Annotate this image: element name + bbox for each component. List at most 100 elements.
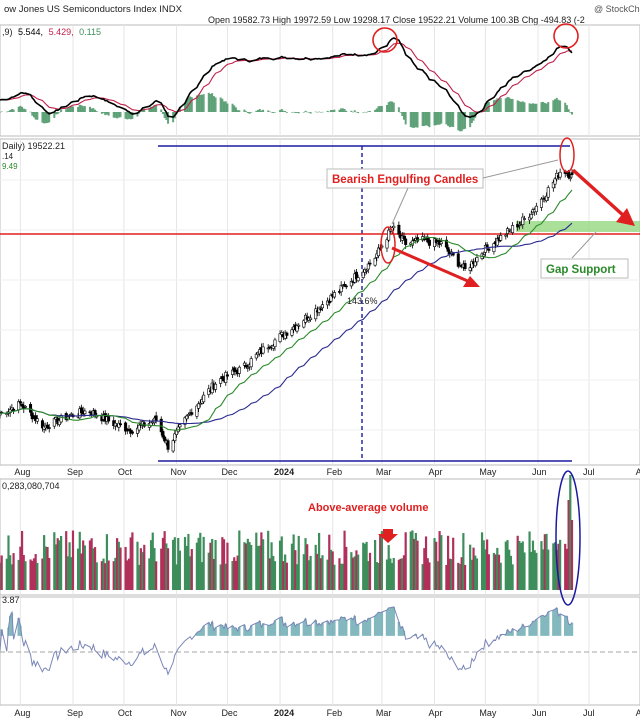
volume-bar bbox=[60, 535, 63, 590]
rsi-line bbox=[0, 606, 573, 676]
macd-hist-bar bbox=[34, 112, 37, 120]
volume-bar bbox=[126, 560, 129, 590]
candle bbox=[202, 394, 206, 403]
candle bbox=[368, 262, 372, 265]
panel-frames bbox=[0, 24, 640, 706]
volume-bar bbox=[226, 542, 229, 590]
macd-hist-bar bbox=[426, 112, 429, 126]
candle bbox=[12, 408, 16, 412]
volume-bar bbox=[552, 543, 555, 590]
volume-annotation: Above-average volume bbox=[308, 502, 428, 514]
macd-hist-bar bbox=[316, 112, 319, 113]
macd-hist-bar bbox=[270, 112, 273, 113]
macd-hist-bar bbox=[112, 112, 115, 118]
volume-bar bbox=[463, 564, 467, 590]
macd-hist-bar bbox=[262, 109, 265, 112]
price-label: Daily) 19522.21 bbox=[2, 141, 65, 151]
volume-bar bbox=[233, 557, 236, 590]
candle bbox=[232, 367, 236, 372]
macd-hist-bar bbox=[7, 111, 10, 112]
macd-hist-bar bbox=[375, 108, 378, 112]
volume-bar bbox=[401, 558, 404, 590]
macd-hist-bar bbox=[533, 103, 536, 112]
macd-hist-bar bbox=[440, 112, 443, 124]
macd-hist-bar bbox=[385, 105, 388, 112]
volume-bar bbox=[424, 536, 428, 590]
volume-bar bbox=[209, 542, 212, 590]
volume-bar bbox=[309, 555, 312, 590]
macd-label-signal: 5.429, bbox=[49, 27, 74, 37]
candle bbox=[349, 280, 353, 287]
candle bbox=[261, 346, 265, 354]
macd-hist-bar bbox=[564, 102, 567, 112]
macd-hist-bar bbox=[139, 111, 142, 112]
candle bbox=[34, 415, 38, 422]
volume-bar bbox=[379, 534, 382, 590]
macd-peak-circle-1 bbox=[372, 27, 398, 53]
candle bbox=[271, 345, 275, 349]
candle bbox=[93, 410, 97, 416]
volume-bar bbox=[508, 549, 511, 590]
macd-label-hist: 0.115 bbox=[79, 27, 101, 37]
candle bbox=[511, 225, 515, 233]
macd-hist-bar bbox=[397, 107, 400, 112]
macd-hist-bar bbox=[284, 111, 287, 112]
volume-bar bbox=[117, 541, 120, 590]
volume-bar bbox=[457, 562, 460, 590]
volume-bar bbox=[163, 531, 166, 590]
macd-hist-bar bbox=[119, 112, 122, 118]
macd-hist-bar bbox=[445, 112, 448, 125]
candle bbox=[198, 402, 202, 405]
volume-bar bbox=[404, 532, 407, 590]
volume-bar bbox=[24, 561, 27, 590]
macd-hist-bar bbox=[404, 112, 407, 125]
candle bbox=[522, 218, 526, 220]
candle bbox=[297, 324, 301, 327]
macd-hist-bar bbox=[56, 112, 59, 115]
volume-bar bbox=[482, 540, 485, 590]
macd-hist-bar bbox=[506, 96, 509, 112]
macd-hist-bar bbox=[304, 110, 307, 112]
month-label: Mar bbox=[376, 708, 392, 718]
month-label: Sep bbox=[67, 467, 83, 477]
macd-hist-bar bbox=[571, 112, 573, 115]
macd-hist-bar bbox=[511, 98, 514, 112]
macd-hist-bar bbox=[268, 111, 271, 112]
macd-hist-bar bbox=[77, 106, 80, 112]
volume-bar bbox=[243, 542, 246, 590]
macd-hist-bar bbox=[343, 108, 346, 112]
macd-hist-bar bbox=[496, 98, 499, 112]
macd-hist-bar bbox=[540, 102, 543, 112]
macd-hist-bar bbox=[484, 103, 487, 112]
volume-bar bbox=[268, 558, 271, 590]
macd-hist-bar bbox=[318, 111, 321, 113]
macd-hist-bar bbox=[184, 102, 187, 112]
candle bbox=[280, 332, 284, 335]
macd-hist-bar bbox=[531, 103, 534, 112]
macd-hist-bar bbox=[569, 112, 572, 113]
macd-hist-bar bbox=[160, 109, 163, 112]
volume-bar bbox=[411, 530, 414, 590]
macd-hist-bar bbox=[542, 101, 545, 112]
macd-hist-bar bbox=[66, 108, 69, 112]
volume-bar bbox=[22, 555, 25, 590]
watermark: @ StockCh bbox=[594, 4, 640, 14]
volume-bar bbox=[224, 563, 227, 590]
macd-hist-bar bbox=[352, 111, 355, 113]
volume-bar bbox=[484, 549, 487, 590]
macd-hist-bar bbox=[24, 109, 27, 112]
macd-hist-bar bbox=[452, 112, 455, 127]
candle bbox=[244, 364, 248, 368]
candle bbox=[470, 261, 474, 269]
volume-bar bbox=[528, 531, 531, 590]
month-label: May bbox=[479, 708, 497, 718]
volume-bar bbox=[341, 563, 344, 590]
macd-hist-bar bbox=[528, 103, 531, 112]
candle bbox=[468, 267, 472, 271]
candle bbox=[366, 263, 370, 270]
ohlc-readout: Open 19582.73 High 19972.59 Low 19298.17… bbox=[208, 15, 585, 25]
volume-bar bbox=[165, 543, 168, 590]
volume-bar bbox=[231, 560, 234, 590]
candle bbox=[113, 422, 117, 427]
macd-hist-bar bbox=[255, 110, 258, 112]
